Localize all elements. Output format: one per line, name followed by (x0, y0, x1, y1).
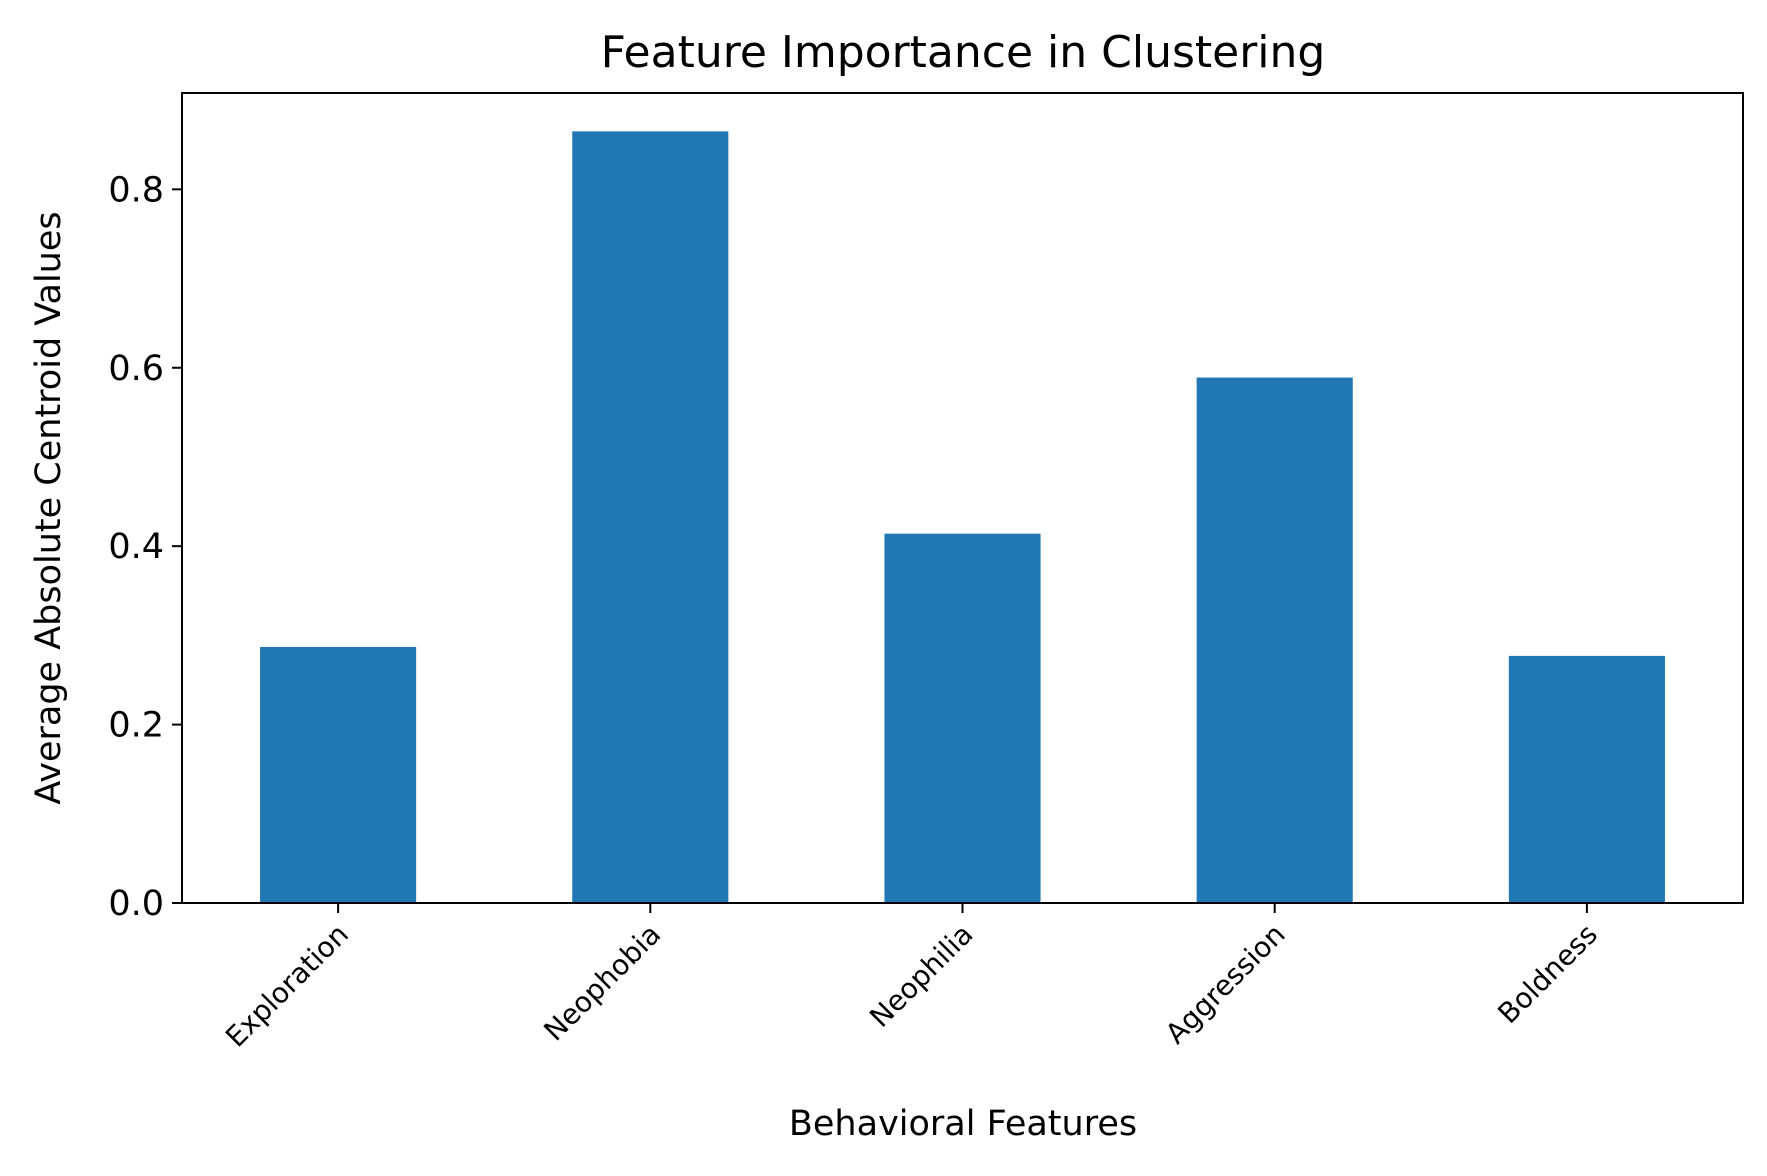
bar-boldness (1508, 655, 1665, 903)
bar-exploration (260, 646, 417, 903)
bar-aggression (1196, 377, 1353, 903)
bar-neophobia (572, 131, 729, 904)
y-tick-label: 0.6 (108, 349, 164, 389)
y-axis-label: Average Absolute Centroid Values (29, 211, 69, 804)
bar-neophilia (884, 533, 1041, 903)
chart-title: Feature Importance in Clustering (601, 27, 1326, 78)
y-tick-label: 0.4 (108, 527, 164, 567)
y-tick-label: 0.2 (108, 706, 164, 746)
y-tick-label: 0.8 (108, 170, 164, 210)
bars-layer (260, 131, 1665, 904)
y-tick-label: 0.0 (108, 884, 164, 924)
x-axis-label: Behavioral Features (789, 1104, 1137, 1144)
